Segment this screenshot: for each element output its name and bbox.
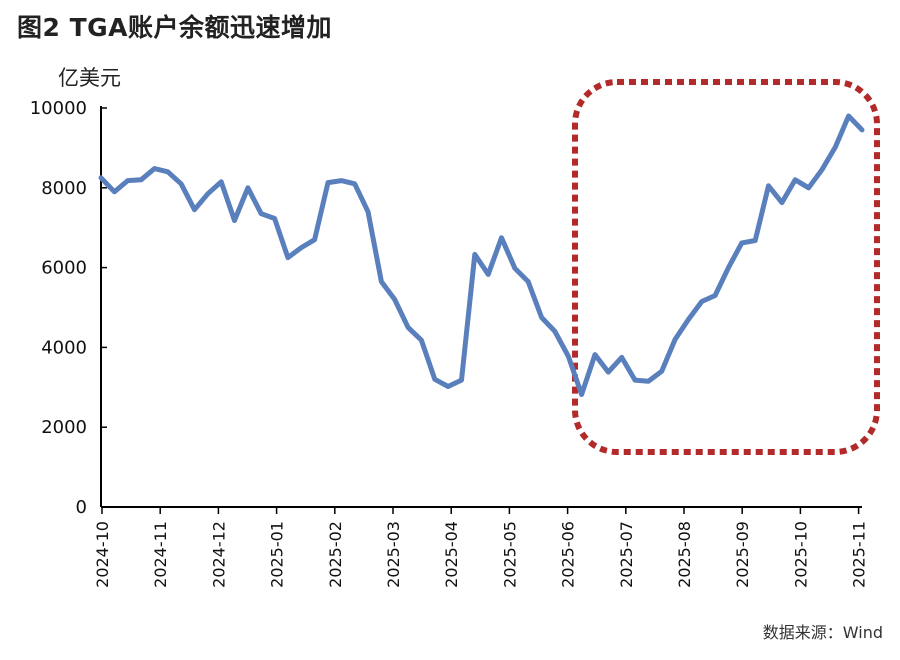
series-group bbox=[98, 113, 865, 397]
x-tick-label: 2024-10 bbox=[93, 521, 112, 588]
y-tick-label: 0 bbox=[76, 497, 87, 518]
series-line bbox=[98, 113, 865, 397]
y-axis-unit-label: 亿美元 bbox=[58, 66, 121, 90]
x-tick-label: 2025-03 bbox=[384, 521, 403, 588]
highlight-box bbox=[572, 79, 880, 455]
x-tick-label: 2025-09 bbox=[733, 521, 752, 588]
y-tick-label: 8000 bbox=[41, 178, 87, 199]
x-tick-label: 2025-02 bbox=[326, 521, 345, 588]
x-tick-labels: 2024-10 2024-11 2024-12 2025-01 2025-02 2025-… bbox=[93, 521, 869, 588]
chart-axes bbox=[100, 106, 862, 514]
x-tick-label: 2025-06 bbox=[559, 521, 578, 588]
chart-title: 图2 TGA账户余额迅速增加 bbox=[17, 13, 333, 42]
x-tick-label: 2024-12 bbox=[209, 521, 228, 588]
y-tick-label: 4000 bbox=[41, 337, 87, 358]
x-tick-label: 2025-11 bbox=[850, 521, 869, 588]
x-tick-label: 2025-04 bbox=[442, 521, 461, 588]
x-tick-label: 2025-07 bbox=[617, 521, 636, 588]
x-tick-label: 2024-11 bbox=[151, 521, 170, 588]
x-tick-label: 2025-10 bbox=[791, 521, 810, 588]
y-tick-label: 2000 bbox=[41, 417, 87, 438]
x-tick-label: 2025-05 bbox=[500, 521, 519, 588]
x-tick-label: 2025-08 bbox=[675, 521, 694, 588]
data-source-note: 数据来源：Wind bbox=[762, 623, 883, 642]
y-tick-label: 6000 bbox=[41, 258, 87, 279]
y-tick-labels: 0 2000 4000 6000 8000 10000 bbox=[30, 98, 87, 518]
highlight-region bbox=[572, 79, 880, 455]
x-tick-label: 2025-01 bbox=[268, 521, 287, 588]
y-tick-label: 10000 bbox=[30, 98, 87, 119]
